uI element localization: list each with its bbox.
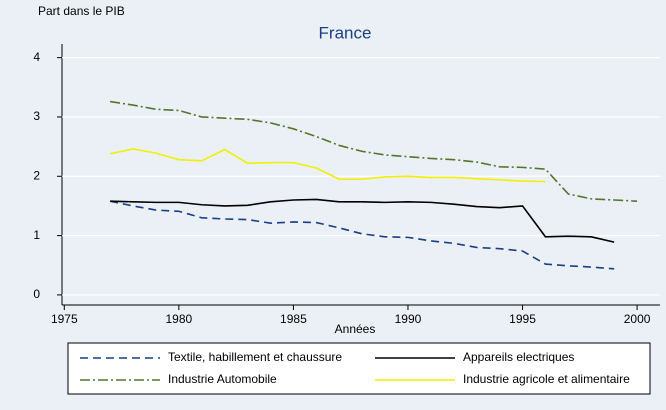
plot-area [62,44,660,305]
chart-title: France [319,23,372,42]
x-tick-label: 1985 [280,312,307,326]
legend-label: Industrie agricole et alimentaire [463,372,630,386]
legend-label: Industrie Automobile [168,372,277,386]
y-tick-label: 1 [33,228,40,242]
x-tick-label: 1995 [509,312,536,326]
series-line [109,148,546,183]
x-tick-label: 1990 [395,312,422,326]
x-tick-label: 1980 [165,312,192,326]
legend-box [67,342,651,395]
y-tick-label: 2 [33,168,40,182]
legend-label: Appareils electriques [463,350,574,364]
series-line [109,200,615,270]
y-tick-label: 4 [33,50,40,64]
y-tick-label: 0 [33,287,40,301]
series-line [110,198,615,243]
x-axis-label: Années [335,322,376,336]
x-tick-label: 1975 [51,312,78,326]
y-tick-label: 3 [33,109,40,123]
y-axis-label: Part dans le PIB [38,4,125,18]
x-tick-label: 2000 [624,312,651,326]
legend-label: Textile, habillement et chaussure [168,350,342,364]
